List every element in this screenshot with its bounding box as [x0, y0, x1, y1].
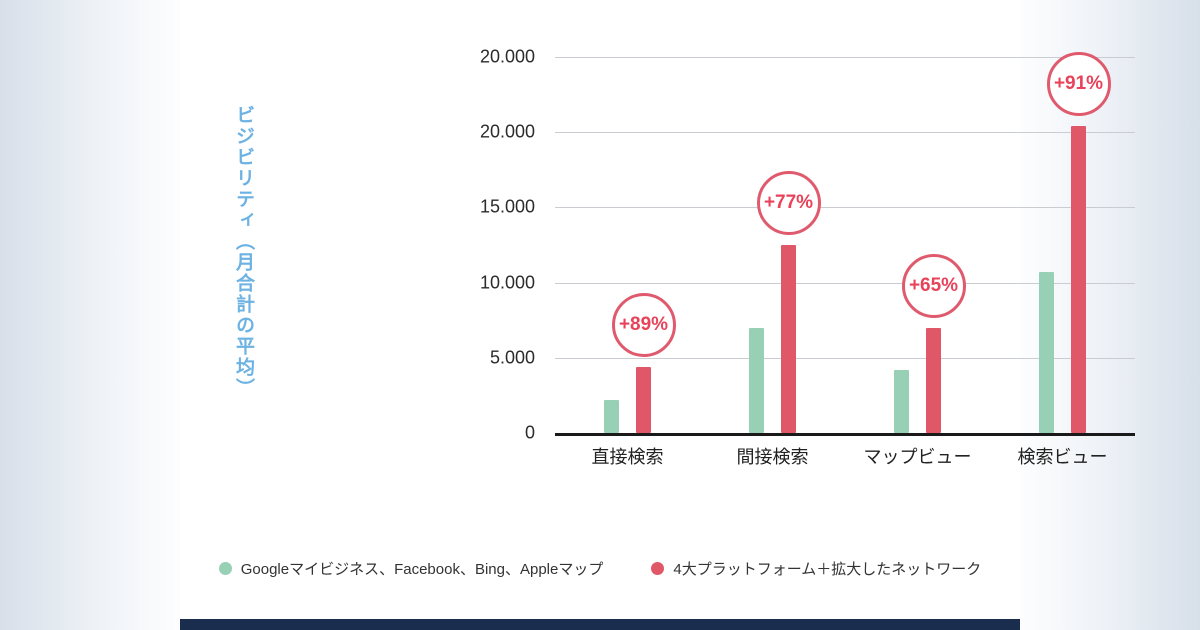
- gridline: [555, 132, 1135, 134]
- bar-検索ビュー-series2: [1071, 126, 1086, 433]
- percent-badge: +89%: [611, 292, 676, 357]
- legend-item-series2: 4大プラットフォーム＋拡大したネットワーク: [651, 558, 981, 579]
- plot-area: 20.000 20.000 15.000 10.000 5.000 0 +89% 直接検索 +7…: [480, 47, 1135, 467]
- bar-マップビュー-series1: [894, 369, 909, 433]
- y-tick-label: 10.000: [479, 272, 535, 293]
- x-category-label: 間接検索: [736, 447, 809, 467]
- x-category-label: 直接検索: [591, 447, 664, 467]
- y-tick-label: 20.000: [479, 121, 535, 142]
- bar-直接検索-series2: [636, 366, 651, 433]
- gridline: [555, 207, 1135, 209]
- y-tick-label: 20.000: [479, 46, 535, 67]
- y-axis-title: ビジビリティ（月合計の平均）: [233, 105, 254, 399]
- gridline: [555, 57, 1135, 58]
- gridline: [555, 357, 1135, 359]
- x-category-label: 検索ビュー: [1017, 447, 1108, 467]
- bar-直接検索-series1: [604, 399, 619, 433]
- footer-accent-bar: [180, 619, 1020, 630]
- bar-マップビュー-series2: [926, 327, 941, 433]
- bar-検索ビュー-series1: [1039, 272, 1054, 433]
- legend-label-series1: Googleマイビジネス、Facebook、Bing、Appleマップ: [240, 561, 604, 578]
- bar-間接検索-series2: [781, 245, 796, 433]
- y-tick-label: 15.000: [479, 196, 535, 217]
- percent-badge: +77%: [756, 171, 821, 235]
- legend-label-series2: 4大プラットフォーム＋拡大したネットワーク: [673, 561, 982, 578]
- bar-間接検索-series1: [749, 327, 764, 433]
- percent-badge: +65%: [901, 253, 966, 318]
- chart-legend: Googleマイビジネス、Facebook、Bing、Appleマップ 4大プラ…: [180, 558, 1020, 579]
- gridline: [555, 282, 1135, 284]
- chart-panel: ビジビリティ（月合計の平均） 20.000 20.000 15.000 10.000 5…: [180, 0, 1135, 630]
- y-tick-label: 0: [524, 422, 535, 443]
- percent-badge: +91%: [1046, 52, 1111, 117]
- legend-item-series1: Googleマイビジネス、Facebook、Bing、Appleマップ: [218, 558, 604, 579]
- legend-dot-green-icon: [218, 562, 232, 575]
- legend-dot-red-icon: [651, 562, 665, 575]
- y-tick-label: 5.000: [489, 347, 535, 368]
- x-category-label: マップビュー: [863, 447, 972, 467]
